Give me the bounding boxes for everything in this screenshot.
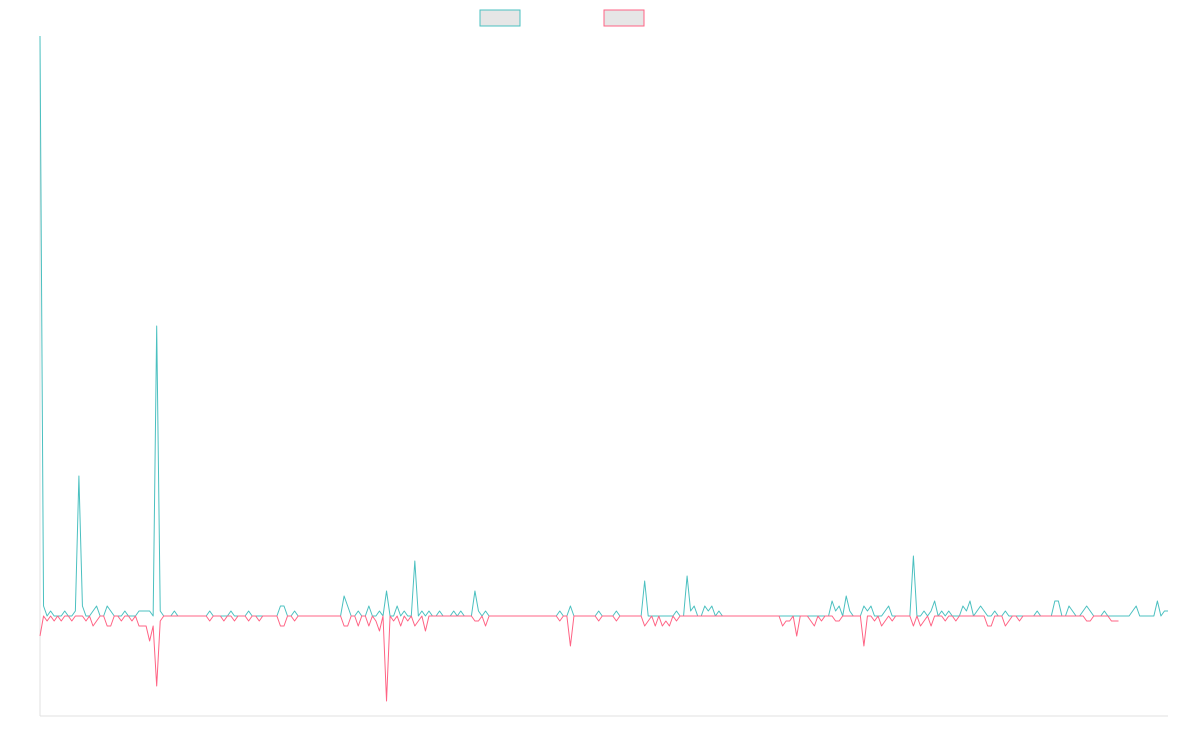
series-line-2 <box>39 615 1119 702</box>
axes <box>39 36 1168 717</box>
series-layer <box>39 35 1168 702</box>
legend-swatch-2[interactable] <box>603 9 645 27</box>
legend[interactable] <box>479 9 645 27</box>
legend-swatch-1[interactable] <box>479 9 521 27</box>
series-line-1 <box>39 35 1168 617</box>
